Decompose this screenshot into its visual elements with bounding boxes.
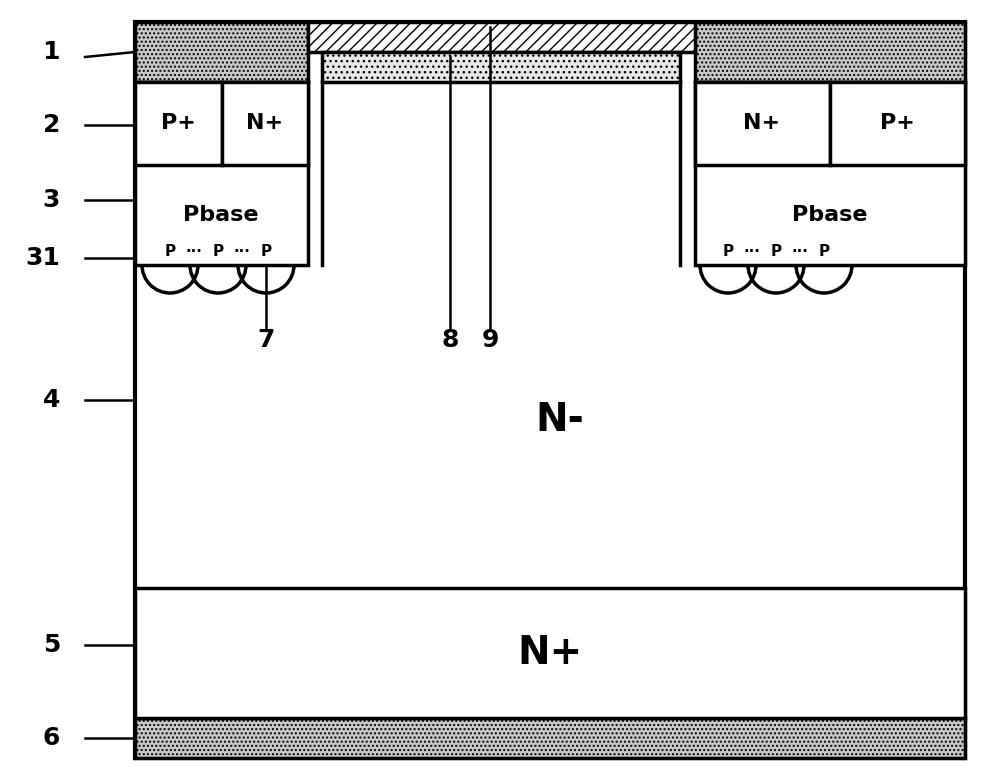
Bar bbox=[135, 22, 308, 82]
Text: N+: N+ bbox=[517, 634, 583, 672]
Text: P: P bbox=[212, 243, 224, 258]
Text: P: P bbox=[770, 243, 782, 258]
Text: P: P bbox=[722, 243, 734, 258]
Text: Pbase: Pbase bbox=[183, 205, 259, 225]
Text: 9: 9 bbox=[481, 328, 499, 352]
Bar bbox=[135, 82, 222, 165]
Text: N-: N- bbox=[536, 401, 584, 439]
Text: 6: 6 bbox=[43, 726, 60, 750]
Text: ···: ··· bbox=[186, 243, 202, 258]
Text: P: P bbox=[164, 243, 176, 258]
Text: 2: 2 bbox=[43, 113, 60, 137]
Bar bbox=[135, 82, 308, 265]
Text: P+: P+ bbox=[880, 113, 914, 133]
Text: Pbase: Pbase bbox=[792, 205, 868, 225]
Text: P: P bbox=[260, 243, 272, 258]
Text: ···: ··· bbox=[792, 243, 808, 258]
Bar bbox=[830, 82, 965, 165]
Text: P: P bbox=[818, 243, 830, 258]
Bar bbox=[695, 82, 830, 165]
Bar bbox=[695, 22, 965, 82]
Text: 7: 7 bbox=[257, 328, 275, 352]
Bar bbox=[322, 52, 680, 82]
Bar bbox=[695, 82, 965, 265]
Bar bbox=[222, 82, 308, 165]
Text: 3: 3 bbox=[43, 188, 60, 212]
Bar bbox=[135, 588, 965, 718]
Text: 1: 1 bbox=[42, 40, 60, 64]
Text: ···: ··· bbox=[234, 243, 250, 258]
Text: N+: N+ bbox=[246, 113, 284, 133]
Text: P+: P+ bbox=[161, 113, 195, 133]
Text: 8: 8 bbox=[441, 328, 459, 352]
Text: ···: ··· bbox=[744, 243, 760, 258]
Text: N+: N+ bbox=[743, 113, 781, 133]
Text: 5: 5 bbox=[43, 633, 60, 657]
Bar bbox=[308, 22, 695, 52]
Bar bbox=[135, 718, 965, 758]
Text: 31: 31 bbox=[25, 246, 60, 270]
Text: 4: 4 bbox=[43, 388, 60, 412]
Bar bbox=[135, 22, 965, 758]
